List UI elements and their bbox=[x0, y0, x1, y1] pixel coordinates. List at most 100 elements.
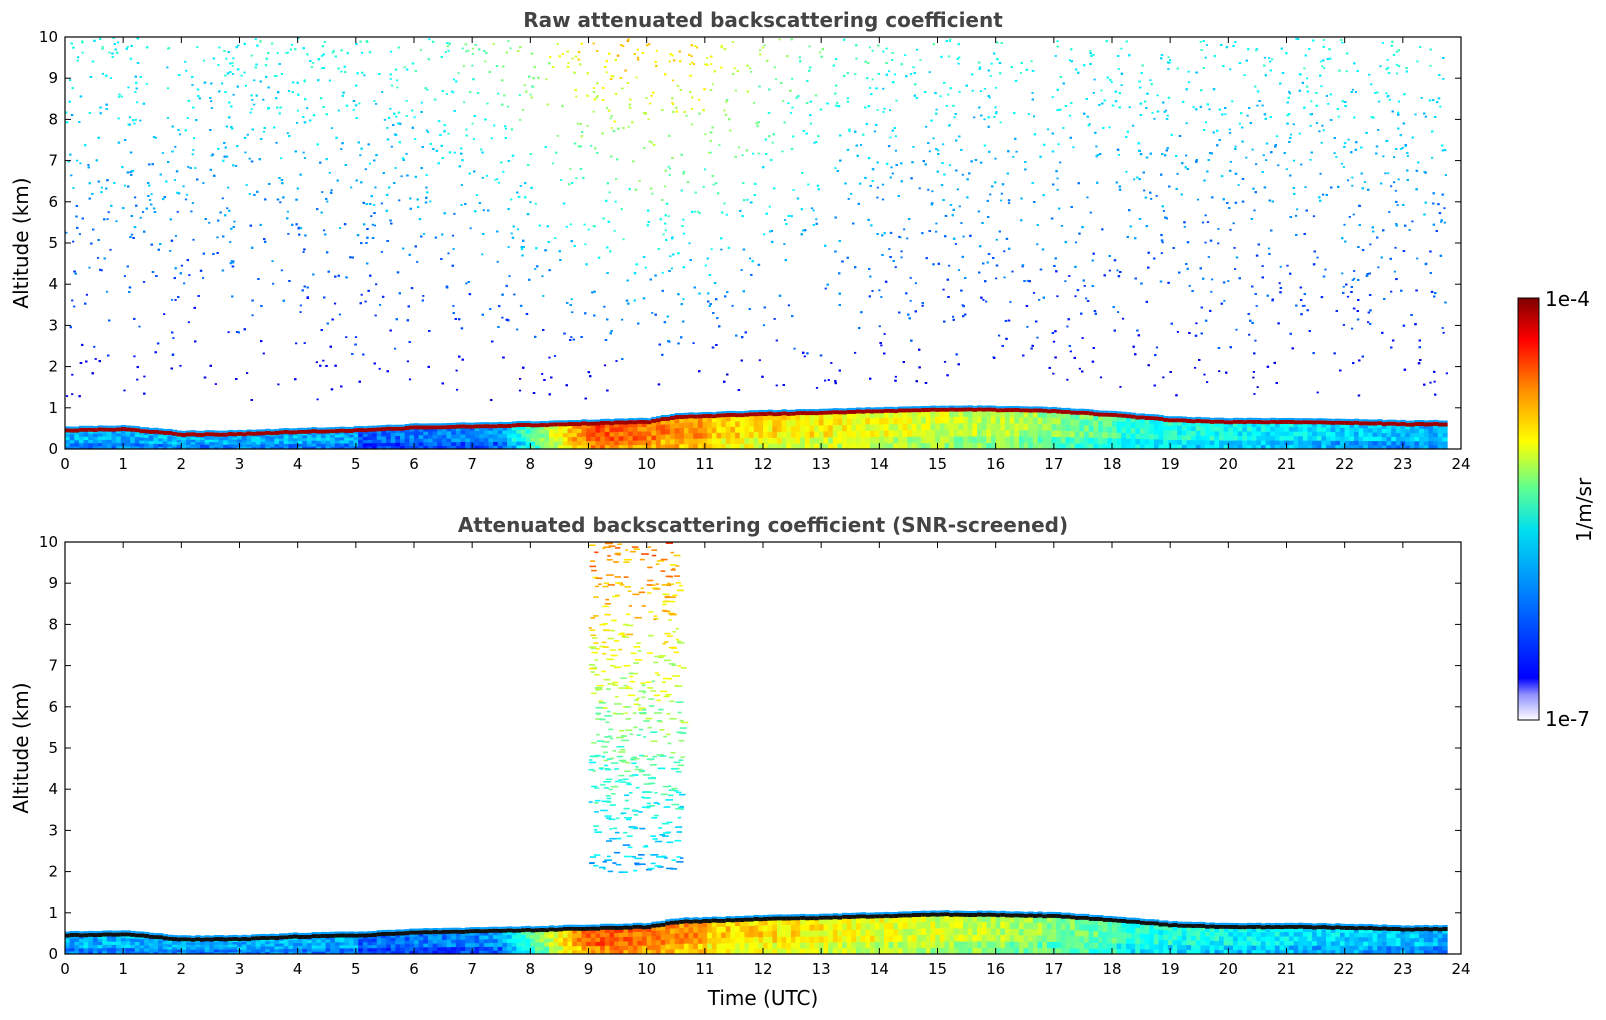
noise-cell bbox=[792, 189, 795, 191]
noise-cell bbox=[1074, 241, 1078, 244]
noise-cell bbox=[1059, 161, 1062, 164]
noise-cell bbox=[1322, 39, 1325, 41]
noise-cell bbox=[895, 99, 898, 102]
noise-cell bbox=[481, 176, 484, 179]
noise-cell bbox=[522, 108, 525, 111]
noise-cell bbox=[117, 96, 121, 98]
noise-cell bbox=[243, 71, 246, 74]
noise-cell bbox=[1246, 114, 1249, 117]
noise-cell bbox=[1254, 339, 1257, 342]
noise-cell bbox=[100, 269, 103, 272]
noise-cell bbox=[271, 260, 274, 263]
noise-cell bbox=[894, 266, 897, 269]
noise-cell bbox=[752, 152, 755, 155]
noise-cell bbox=[233, 220, 236, 223]
noise-cell bbox=[506, 105, 510, 108]
noise-cell bbox=[859, 144, 863, 146]
noise-cell bbox=[928, 71, 931, 74]
noise-cell bbox=[1149, 79, 1152, 82]
noise-cell bbox=[610, 127, 613, 129]
noise-cell bbox=[942, 288, 945, 291]
noise-cell bbox=[534, 202, 537, 205]
noise-cell bbox=[422, 295, 425, 297]
noise-cell bbox=[1204, 121, 1208, 124]
noise-cell bbox=[787, 304, 790, 307]
noise-cell bbox=[1007, 202, 1011, 205]
noise-cell bbox=[1036, 336, 1039, 339]
noise-cell bbox=[827, 379, 830, 381]
noise-cell bbox=[492, 43, 495, 45]
noise-cell bbox=[1294, 214, 1298, 217]
noise-cell bbox=[303, 157, 307, 159]
noise-cell bbox=[1444, 174, 1447, 176]
noise-cell bbox=[1207, 256, 1210, 258]
noise-cell bbox=[1056, 188, 1059, 191]
noise-cell bbox=[276, 52, 279, 54]
noise-cell bbox=[378, 367, 381, 370]
noise-cell bbox=[1387, 66, 1390, 69]
noise-cell bbox=[1204, 241, 1207, 244]
noise-cell bbox=[685, 114, 688, 117]
noise-cell bbox=[1224, 113, 1227, 116]
noise-cell bbox=[1223, 299, 1226, 302]
noise-cell bbox=[188, 274, 191, 276]
noise-cell bbox=[1321, 65, 1324, 68]
noise-cell bbox=[556, 134, 559, 137]
noise-cell bbox=[1036, 243, 1039, 246]
noise-cell bbox=[302, 251, 305, 253]
noise-cell bbox=[360, 293, 363, 296]
noise-cell bbox=[1121, 317, 1125, 320]
noise-cell bbox=[1032, 291, 1036, 294]
noise-cell bbox=[296, 109, 300, 112]
noise-cell bbox=[1370, 83, 1373, 86]
noise-cell bbox=[145, 82, 148, 85]
noise-cell bbox=[615, 178, 618, 180]
noise-cell bbox=[1342, 324, 1346, 326]
noise-cell bbox=[497, 181, 500, 184]
noise-cell bbox=[425, 129, 429, 132]
noise-cell bbox=[951, 315, 955, 318]
noise-cell bbox=[590, 144, 593, 147]
noise-cell bbox=[178, 133, 182, 136]
noise-cell bbox=[889, 136, 892, 139]
noise-cell bbox=[949, 38, 952, 41]
noise-cell bbox=[1162, 376, 1165, 379]
noise-cell bbox=[1155, 346, 1159, 349]
noise-cell bbox=[1256, 386, 1259, 389]
noise-cell bbox=[871, 78, 874, 81]
noise-cell bbox=[575, 95, 578, 98]
noise-cell bbox=[876, 196, 879, 199]
noise-cell bbox=[636, 56, 639, 59]
noise-cell bbox=[452, 305, 455, 307]
noise-cell bbox=[1243, 74, 1246, 77]
noise-cell bbox=[613, 229, 616, 232]
noise-cell bbox=[1353, 277, 1356, 280]
noise-cell bbox=[100, 186, 103, 189]
noise-cell bbox=[989, 193, 992, 196]
noise-cell bbox=[708, 151, 711, 154]
noise-cell bbox=[1292, 159, 1296, 162]
noise-cell bbox=[752, 101, 756, 104]
noise-cell bbox=[471, 52, 474, 55]
noise-cell bbox=[163, 313, 166, 316]
noise-cell bbox=[1231, 100, 1234, 103]
noise-cell bbox=[214, 383, 217, 385]
noise-cell bbox=[177, 192, 181, 195]
noise-cell bbox=[231, 62, 234, 64]
noise-cell bbox=[501, 316, 504, 319]
noise-cell bbox=[87, 163, 90, 166]
noise-cell bbox=[1030, 60, 1033, 63]
noise-cell bbox=[303, 342, 306, 344]
noise-cell bbox=[881, 183, 885, 186]
noise-cell bbox=[416, 260, 419, 263]
noise-cell bbox=[1352, 213, 1355, 216]
noise-cell bbox=[1167, 56, 1170, 59]
noise-cell bbox=[1068, 59, 1071, 62]
noise-cell bbox=[1271, 299, 1274, 302]
noise-cell bbox=[1128, 106, 1131, 109]
noise-cell bbox=[1319, 60, 1322, 63]
noise-cell bbox=[78, 233, 82, 236]
noise-cell bbox=[420, 101, 423, 104]
noise-cell bbox=[824, 287, 827, 290]
noise-cell bbox=[1000, 192, 1003, 195]
